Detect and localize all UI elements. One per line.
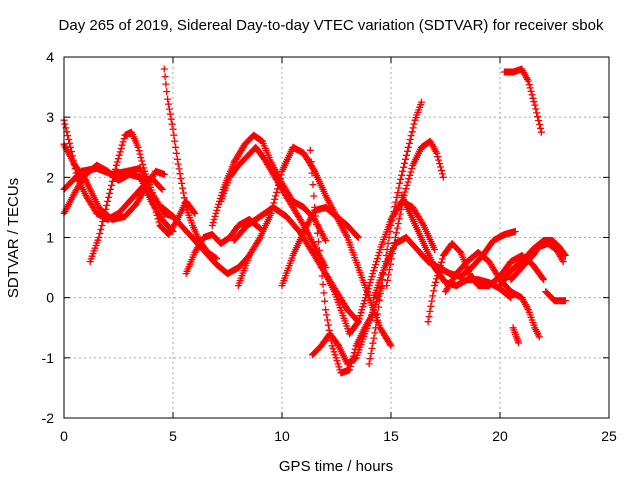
y-tick-label: 3: [46, 109, 54, 125]
series-s21: [424, 240, 548, 326]
series-marks: [424, 240, 548, 326]
y-tick-label: 0: [46, 290, 54, 306]
x-tick-labels: 0 5 10 15 20 25: [60, 428, 617, 444]
series-s9: [208, 131, 330, 244]
series-marks: [365, 98, 425, 368]
series-s27: [500, 65, 545, 136]
x-tick-label: 25: [601, 428, 617, 444]
series-marks: [309, 282, 386, 368]
series-s15: [309, 282, 386, 368]
series-marks: [442, 249, 543, 341]
y-tick-label: -2: [42, 410, 55, 426]
x-tick-label: 15: [383, 428, 399, 444]
series-s10: [217, 143, 330, 272]
series-marks: [507, 240, 567, 284]
x-tick-label: 10: [274, 428, 290, 444]
y-tick-label: -1: [42, 350, 55, 366]
series-s7: [158, 203, 253, 278]
series-marks: [208, 131, 330, 244]
series-s11: [234, 143, 362, 290]
y-tick-label: 1: [46, 230, 54, 246]
series-s25: [509, 324, 522, 347]
y-axis-label: SDTVAR / TECUs: [5, 178, 22, 298]
series-marks: [234, 143, 362, 290]
y-tick-label: 2: [46, 169, 54, 185]
axis-ticks: [63, 56, 610, 419]
chart-title: Day 265 of 2019, Sidereal Day-to-day VTE…: [59, 17, 604, 34]
x-axis-label: GPS time / hours: [279, 458, 393, 475]
series-marks: [158, 203, 253, 278]
series-marks: [542, 288, 569, 305]
series-marks: [322, 197, 439, 338]
series-s24: [507, 240, 567, 284]
x-tick-label: 20: [492, 428, 508, 444]
series-s22: [442, 249, 543, 341]
series-marks: [217, 143, 330, 272]
series-s17: [365, 98, 425, 368]
series-s16: [322, 197, 439, 338]
x-tick-label: 5: [169, 428, 177, 444]
y-tick-label: 4: [46, 49, 54, 65]
series-marks: [509, 324, 522, 347]
x-tick-label: 0: [60, 428, 68, 444]
y-tick-labels: -2 -1 0 1 2 3 4: [42, 49, 55, 426]
data-points: [60, 65, 569, 377]
series-marks: [500, 65, 545, 136]
series-s26: [542, 288, 569, 305]
